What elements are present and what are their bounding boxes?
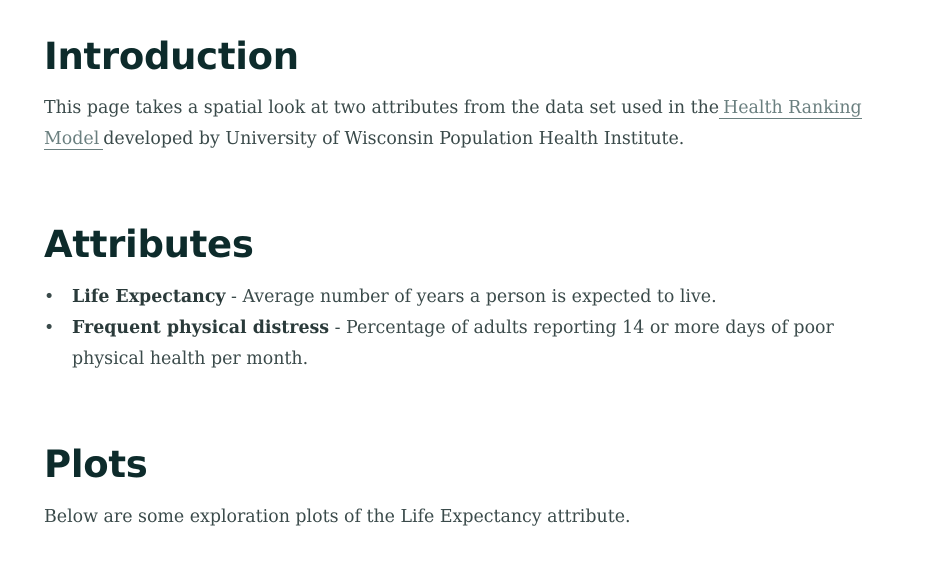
plots-paragraph: Below are some exploration plots of the … (44, 502, 864, 533)
attribute-name: Life Expectancy (72, 287, 226, 307)
attributes-heading: Attributes (44, 222, 254, 268)
bullet-icon: • (44, 282, 54, 313)
list-item: • Life Expectancy - Average number of ye… (44, 282, 864, 313)
list-item: • Frequent physical distress - Percentag… (44, 313, 864, 375)
attributes-list: • Life Expectancy - Average number of ye… (44, 282, 864, 375)
introduction-paragraph: This page takes a spatial look at two at… (44, 93, 864, 155)
introduction-heading: Introduction (44, 34, 299, 80)
attribute-description: - Average number of years a person is ex… (226, 287, 717, 307)
attribute-name: Frequent physical distress (72, 318, 329, 338)
bullet-icon: • (44, 313, 54, 344)
plots-heading: Plots (44, 442, 147, 488)
intro-text-before: This page takes a spatial look at two at… (44, 98, 719, 118)
intro-text-after: developed by University of Wisconsin Pop… (103, 129, 684, 149)
